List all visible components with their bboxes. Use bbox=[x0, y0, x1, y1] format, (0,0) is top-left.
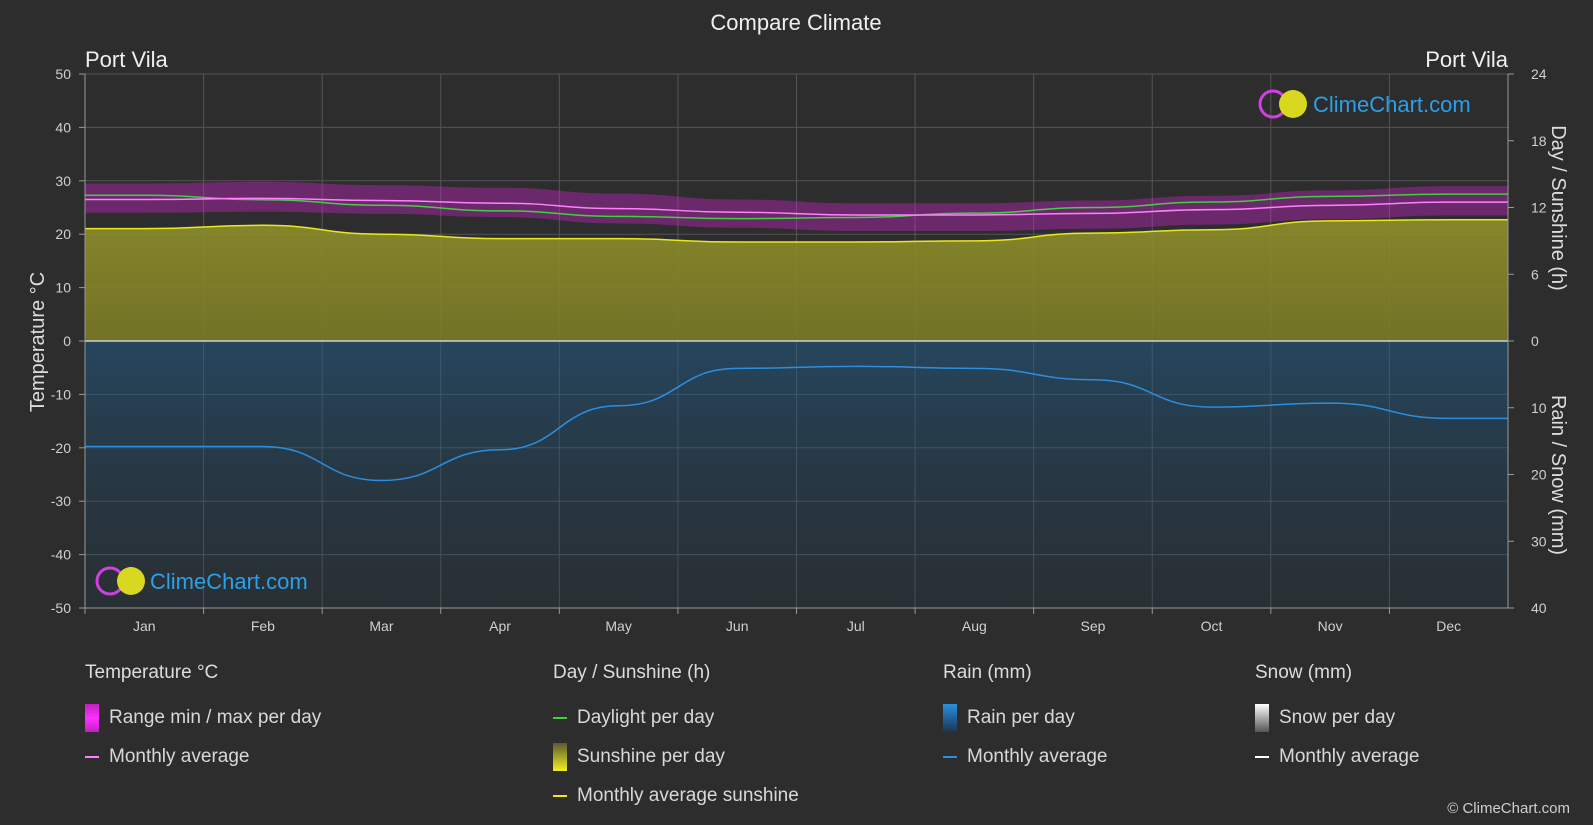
legend-snow: Snow (mm) Snow per day Monthly average bbox=[1255, 662, 1419, 776]
right-top-tick-label: 0 bbox=[1531, 333, 1539, 349]
logo-text-top: ClimeChart.com bbox=[1313, 92, 1471, 117]
legend-rain-avg-label: Monthly average bbox=[967, 745, 1108, 767]
legend-sunshine-title: Day / Sunshine (h) bbox=[553, 662, 711, 683]
sunshine-avg-swatch-icon bbox=[553, 794, 567, 797]
legend-snow-title: Snow (mm) bbox=[1255, 662, 1353, 683]
left-tick-label: -50 bbox=[51, 600, 71, 616]
legend-snow-avg-label: Monthly average bbox=[1279, 745, 1420, 767]
legend-rain-title: Rain (mm) bbox=[943, 662, 1032, 683]
temp-avg-swatch-icon bbox=[85, 755, 99, 758]
x-tick-label: May bbox=[605, 618, 631, 634]
temperature-range-band bbox=[85, 181, 1508, 231]
x-tick-label: Jul bbox=[847, 618, 865, 634]
left-tick-label: -20 bbox=[51, 440, 71, 456]
right-bottom-axis-label: Rain / Snow (mm) bbox=[1547, 395, 1569, 555]
rain-swatch-icon bbox=[943, 703, 957, 732]
x-tick-label: Sep bbox=[1080, 618, 1105, 634]
left-tick-label: 50 bbox=[55, 66, 71, 82]
legend-rain-label: Rain per day bbox=[967, 706, 1075, 728]
x-tick-label: Apr bbox=[489, 618, 511, 634]
x-tick-label: Oct bbox=[1201, 618, 1223, 634]
rain-avg-swatch-icon bbox=[943, 755, 957, 758]
legend-range-label: Range min / max per day bbox=[109, 706, 322, 728]
left-tick-label: 20 bbox=[55, 226, 71, 242]
x-tick-label: Jan bbox=[133, 618, 156, 634]
left-tick-label: -40 bbox=[51, 547, 71, 563]
right-bottom-tick-label: 10 bbox=[1531, 400, 1547, 416]
legend-sunshine: Day / Sunshine (h) Daylight per day Suns… bbox=[553, 662, 799, 815]
legend-item-temp-avg: Monthly average bbox=[85, 737, 321, 776]
x-tick-label: Dec bbox=[1436, 618, 1461, 634]
range-swatch-icon bbox=[85, 703, 99, 732]
right-bottom-tick-label: 40 bbox=[1531, 600, 1547, 616]
daylight-line bbox=[85, 193, 1508, 220]
logo-sun-icon bbox=[117, 567, 145, 595]
logo-bottom: ClimeChart.com bbox=[95, 566, 308, 596]
legend-daylight-label: Daylight per day bbox=[577, 706, 715, 728]
series-lines bbox=[84, 193, 1508, 482]
legend-item-snow: Snow per day bbox=[1255, 698, 1419, 737]
chart-title: Compare Climate bbox=[710, 10, 881, 35]
snow-avg-swatch-icon bbox=[1255, 755, 1269, 758]
left-tick-label: 40 bbox=[55, 119, 71, 135]
legend-temperature-title: Temperature °C bbox=[85, 662, 219, 683]
logo-text-bottom: ClimeChart.com bbox=[150, 569, 308, 594]
right-top-axis-label: Day / Sunshine (h) bbox=[1547, 125, 1569, 291]
right-top-tick-label: 18 bbox=[1531, 133, 1547, 149]
right-top-tick-label: 6 bbox=[1531, 266, 1539, 282]
legend-sunshine-label: Sunshine per day bbox=[577, 745, 725, 767]
left-tick-label: 30 bbox=[55, 173, 71, 189]
x-tick-label: Jun bbox=[726, 618, 749, 634]
legend-snow-label: Snow per day bbox=[1279, 706, 1396, 728]
right-bottom-tick-label: 30 bbox=[1531, 533, 1547, 549]
daylight-swatch-icon bbox=[553, 716, 567, 719]
rain-avg-line bbox=[85, 365, 1508, 482]
location-right: Port Vila bbox=[1425, 47, 1509, 72]
left-tick-label: 0 bbox=[63, 333, 71, 349]
legend-sunshine-avg-label: Monthly average sunshine bbox=[577, 784, 799, 806]
sunshine-swatch-icon bbox=[553, 742, 567, 771]
sunshine-avg-line bbox=[85, 218, 1508, 243]
sunshine-area bbox=[85, 219, 1508, 341]
sunshine-band bbox=[85, 219, 1508, 341]
rain-band bbox=[85, 341, 1508, 608]
right-top-tick-label: 12 bbox=[1531, 200, 1547, 216]
right-bottom-tick-label: 20 bbox=[1531, 467, 1547, 483]
copyright: © ClimeChart.com bbox=[1447, 800, 1570, 817]
x-tick-label: Aug bbox=[962, 618, 987, 634]
logo-sun-icon bbox=[1279, 90, 1307, 118]
temperature-avg-line bbox=[84, 197, 1508, 216]
legend-item-rain-avg: Monthly average bbox=[943, 737, 1107, 776]
x-tick-label: Nov bbox=[1318, 618, 1343, 634]
legend-item-sunshine: Sunshine per day bbox=[553, 737, 799, 776]
snow-swatch-icon bbox=[1255, 703, 1269, 732]
x-tick-label: Mar bbox=[369, 618, 393, 634]
legend-rain: Rain (mm) Rain per day Monthly average bbox=[943, 662, 1107, 776]
legend-item-daylight: Daylight per day bbox=[553, 698, 799, 737]
location-left: Port Vila bbox=[85, 47, 169, 72]
left-tick-label: -10 bbox=[51, 386, 71, 402]
left-tick-label: 10 bbox=[55, 280, 71, 296]
x-tick-label: Feb bbox=[251, 618, 275, 634]
logo-top: ClimeChart.com bbox=[1258, 89, 1471, 119]
legend-item-snow-avg: Monthly average bbox=[1255, 737, 1419, 776]
right-top-tick-label: 24 bbox=[1531, 66, 1547, 82]
left-axis-label: Temperature °C bbox=[27, 272, 49, 412]
legend-temperature: Temperature °C Range min / max per day M… bbox=[85, 662, 321, 776]
legend-item-sunshine-avg: Monthly average sunshine bbox=[553, 776, 799, 815]
legend-temp-avg-label: Monthly average bbox=[109, 745, 250, 767]
legend-item-range: Range min / max per day bbox=[85, 698, 321, 737]
axes: 50 40 30 20 10 0 -10 -20 -30 -40 -50 24 18 12 6 0 10 20 30… bbox=[51, 66, 1547, 634]
temperature-range-area bbox=[85, 181, 1508, 231]
rain-area bbox=[85, 341, 1508, 608]
legend-item-rain: Rain per day bbox=[943, 698, 1107, 737]
left-tick-label: -30 bbox=[51, 493, 71, 509]
